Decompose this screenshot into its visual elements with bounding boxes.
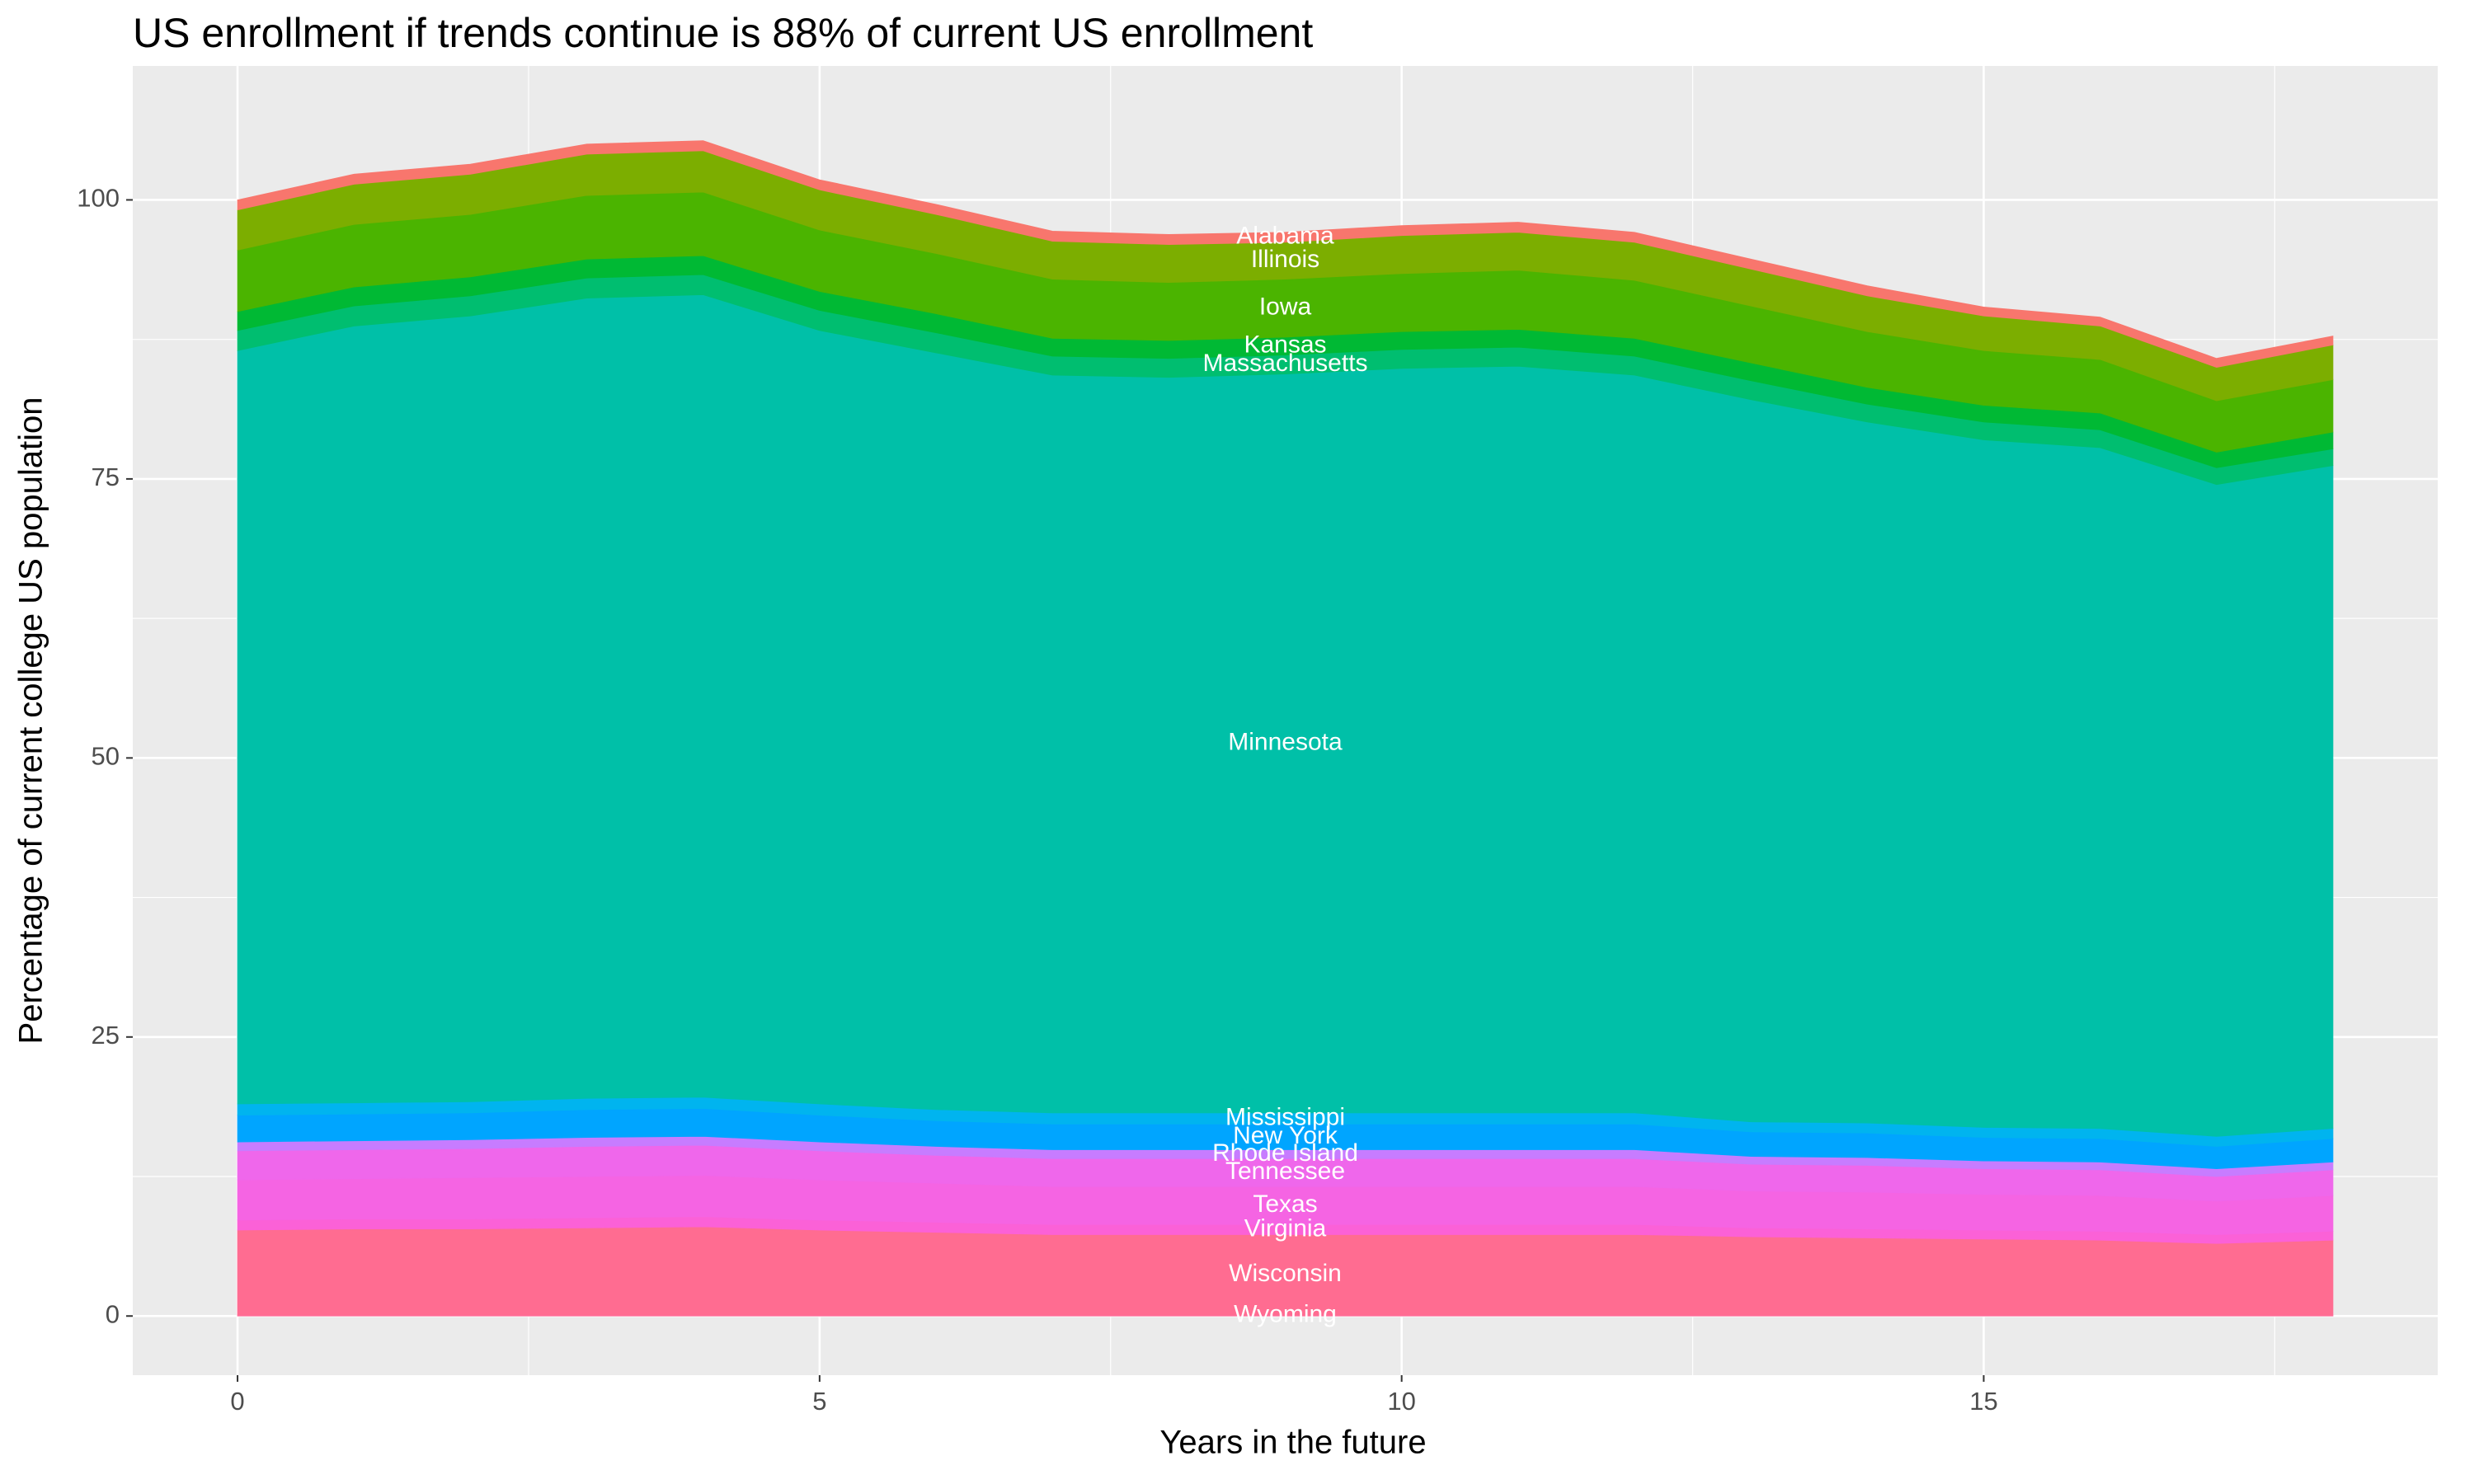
y-tick-label: 0 xyxy=(106,1299,120,1328)
chart-title: US enrollment if trends continue is 88% … xyxy=(133,10,1313,56)
y-tick-label: 50 xyxy=(92,742,120,771)
x-tick-label: 10 xyxy=(1387,1387,1415,1416)
series-label: Alabama xyxy=(1236,223,1334,250)
axes: 0 5 10 15 0 25 50 75 100 xyxy=(77,184,1997,1416)
series-label: Virginia xyxy=(1244,1214,1327,1242)
x-axis-title: Years in the future xyxy=(1159,1425,1426,1461)
series-label: Illinois xyxy=(1251,246,1319,273)
series-label: Kansas xyxy=(1244,331,1326,359)
y-tick-label: 75 xyxy=(92,463,120,491)
series-label: New York xyxy=(1233,1122,1338,1149)
series-label: Mississippi xyxy=(1225,1104,1345,1131)
area xyxy=(237,140,2334,368)
areas xyxy=(237,140,2334,1317)
series-label: Massachusetts xyxy=(1202,350,1367,377)
series-label: Tennessee xyxy=(1225,1158,1345,1185)
series-label: Texas xyxy=(1253,1190,1317,1218)
x-tick-label: 0 xyxy=(230,1387,244,1416)
series-label: Minnesota xyxy=(1228,729,1343,756)
y-tick-label: 100 xyxy=(77,184,120,213)
series-label: Rhode Island xyxy=(1212,1139,1358,1167)
series-label: Wisconsin xyxy=(1229,1260,1342,1287)
x-tick-label: 15 xyxy=(1969,1387,1997,1416)
y-tick-label: 25 xyxy=(92,1021,120,1050)
y-axis-title: Percentage of current college US populat… xyxy=(13,397,49,1045)
x-tick-label: 5 xyxy=(812,1387,826,1416)
series-label: Iowa xyxy=(1259,294,1312,321)
series-label: Wyoming xyxy=(1234,1300,1337,1327)
